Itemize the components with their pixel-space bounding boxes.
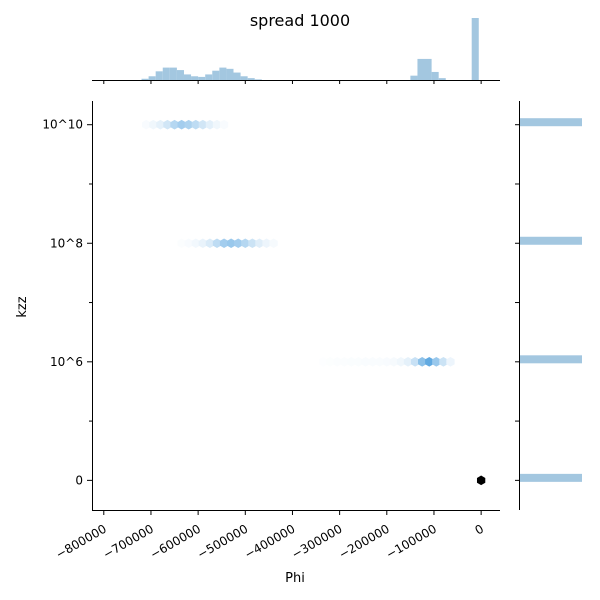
hexbin-cell [205, 238, 215, 249]
hexbin-cell [198, 119, 207, 130]
marginal-x-bar [183, 74, 192, 80]
hexbin-cell [375, 357, 384, 367]
main-axes: −800000−700000−600000−500000−400000−3000… [42, 101, 500, 562]
hexbin-cell [425, 357, 434, 367]
hexbin-cell [432, 357, 441, 367]
hexbin-cell [177, 238, 186, 249]
x-tick-label: −400000 [242, 522, 297, 562]
hexbin-cell [142, 119, 151, 130]
x-tick-label: −200000 [336, 522, 391, 562]
hexbin-cell [156, 119, 165, 130]
hexbin-cell [396, 357, 406, 367]
hexbin-cell [340, 357, 349, 367]
hexbin-layer [142, 119, 486, 486]
marginal-x-histogram [92, 18, 500, 84]
marginal-x-bar [471, 18, 479, 80]
hexbin-cell [170, 119, 179, 130]
hexbin-cell [382, 357, 391, 367]
x-tick-label: −100000 [384, 522, 439, 562]
y-tick-label: 0 [75, 473, 83, 487]
hexbin-cell [368, 357, 377, 367]
marginal-y-bar [519, 236, 582, 245]
marginal-x-bar [148, 76, 156, 80]
marginal-x-bar [254, 79, 262, 80]
y-tick-label: 10^8 [50, 236, 83, 250]
hexbin-cell [403, 357, 413, 367]
marginal-x-bar [141, 78, 149, 80]
hexbin-cell [439, 357, 448, 367]
hexbin-cell [184, 238, 193, 249]
marginal-x-bar [155, 71, 163, 80]
hexbin-cell [361, 357, 370, 367]
hexbin-cell [410, 357, 420, 367]
marginal-x-bar [162, 67, 170, 80]
x-axis-label: Phi [285, 571, 305, 586]
hexbin-cell [212, 119, 222, 130]
hexbin-cell [191, 238, 200, 249]
marginal-x-bar [219, 67, 227, 80]
x-tick-label: −600000 [148, 522, 203, 562]
marginal-x-bar [212, 70, 220, 80]
hexbin-cell [418, 357, 427, 367]
marginal-x-bar [438, 78, 446, 80]
marginal-x-bar [205, 74, 213, 80]
hexbin-cell [333, 357, 342, 367]
hexbin-cell [198, 238, 207, 249]
x-tick-label: −700000 [101, 522, 156, 562]
chart-title: spread 1000 [250, 11, 350, 30]
marginal-y-bar [519, 473, 582, 482]
hexbin-cell [177, 119, 186, 130]
y-tick-label: 10^6 [50, 355, 83, 369]
hexbin-cell [212, 238, 222, 249]
hexbin-cell [219, 238, 229, 249]
marginal-y-bar [519, 355, 582, 364]
hexbin-cell [476, 475, 486, 486]
marginal-x-bar [417, 58, 432, 80]
hexbin-cell [326, 357, 335, 367]
hexbin-cell [354, 357, 363, 367]
hexbin-cell [446, 357, 455, 367]
hexbin-cell [163, 119, 172, 130]
x-tick-label: −500000 [195, 522, 250, 562]
hexbin-cell [219, 119, 229, 130]
marginal-x-bar [226, 68, 234, 80]
marginal-x-bar [410, 75, 418, 80]
hexbin-cell [191, 119, 200, 130]
marginal-x-bar [240, 76, 248, 80]
marginal-x-bar [176, 70, 184, 80]
hexbin-cell [205, 119, 215, 130]
y-axis-label: kzz [15, 296, 30, 317]
hexbin-cell [347, 357, 356, 367]
hexbin-cell [389, 357, 399, 367]
x-tick-label: −800000 [53, 522, 108, 562]
marginal-x-bar [169, 67, 177, 80]
marginal-y-histogram [515, 101, 582, 510]
hexbin-cell [269, 238, 278, 249]
marginal-y-bar [519, 118, 582, 127]
marginal-x-bar [233, 72, 241, 80]
hexbin-cell [255, 238, 264, 249]
hexbin-cell [241, 238, 250, 249]
marginal-x-bar [247, 78, 255, 80]
hexbin-cell [234, 238, 243, 249]
x-tick-label: 0 [473, 522, 487, 538]
hexbin-cell [184, 119, 193, 130]
marginal-x-bar [198, 76, 206, 80]
marginal-x-bar [431, 71, 439, 80]
hexbin-cell [226, 238, 236, 249]
hexbin-cell [318, 357, 328, 367]
y-tick-label: 10^10 [42, 118, 83, 132]
marginal-x-bar [191, 76, 199, 80]
hexbin-cell [262, 238, 271, 249]
hexbin-cell [149, 119, 158, 130]
hexbin-cell [248, 238, 257, 249]
x-tick-label: −300000 [289, 522, 344, 562]
